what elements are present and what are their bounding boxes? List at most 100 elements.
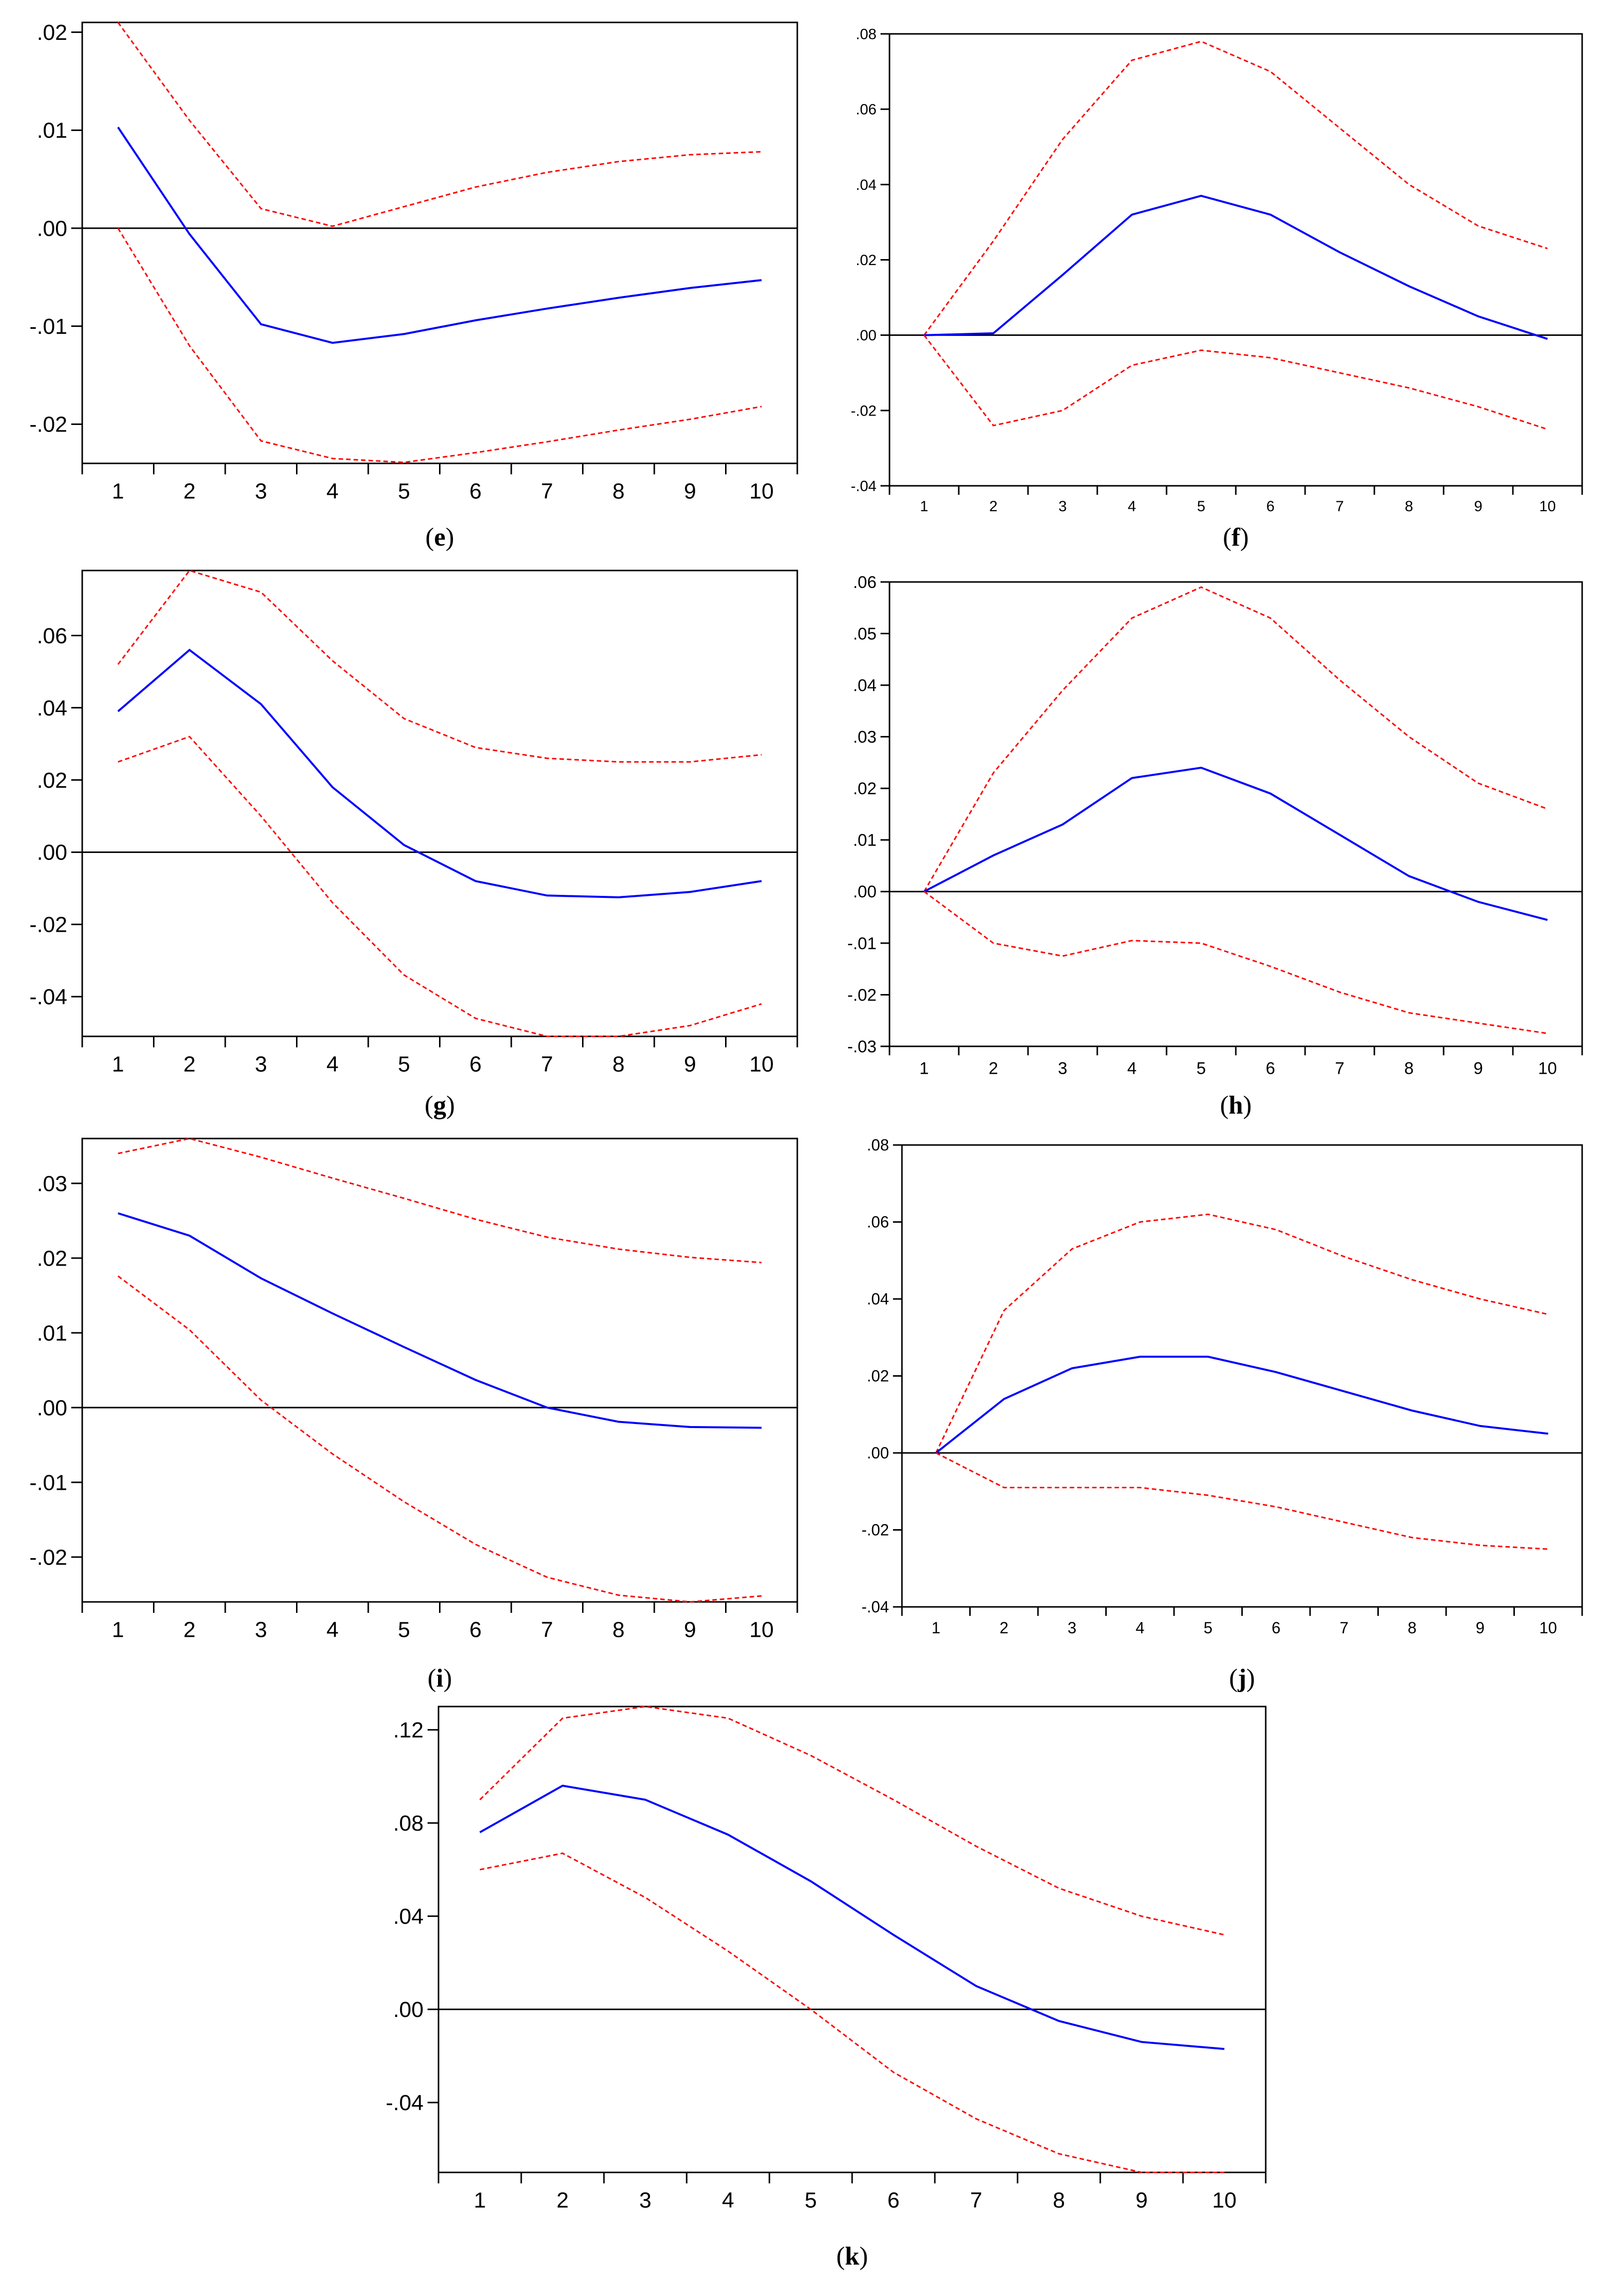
series-line-lower — [923, 334, 1548, 430]
panel-label: (f) — [1223, 523, 1249, 552]
x-tick-label: 1 — [919, 1059, 929, 1078]
y-tick-label: .00 — [856, 327, 877, 344]
x-tick-label: 4 — [722, 2188, 734, 2212]
x-tick-label: 10 — [1539, 1619, 1557, 1637]
y-tick-label: .02 — [37, 768, 67, 793]
x-tick-label: 8 — [612, 1617, 624, 1642]
x-tick-label: 7 — [970, 2188, 982, 2212]
panel-label: (j) — [1229, 1664, 1255, 1693]
y-tick-label: .04 — [393, 1904, 424, 1929]
x-tick-label: 1 — [931, 1619, 940, 1637]
x-tick-label: 3 — [255, 1052, 267, 1076]
series-line-lower — [479, 1852, 1224, 2173]
panel-label: (h) — [1220, 1091, 1252, 1120]
panel-label: (i) — [428, 1664, 452, 1693]
y-tick-label: -.04 — [851, 478, 877, 495]
x-tick-label: 4 — [1128, 498, 1136, 515]
y-tick-label: .00 — [853, 882, 877, 901]
y-tick-label: .04 — [856, 177, 877, 193]
y-tick-label: .00 — [37, 1396, 67, 1420]
x-tick-label: 6 — [1272, 1619, 1281, 1637]
x-tick-label: 2 — [1000, 1619, 1009, 1637]
series-line-response — [935, 1355, 1549, 1454]
x-tick-label: 1 — [920, 498, 928, 515]
y-tick-label: -.01 — [29, 314, 67, 339]
x-tick-label: 7 — [1335, 1059, 1344, 1078]
x-tick-label: 3 — [255, 1617, 267, 1642]
x-tick-label: 5 — [398, 1052, 410, 1076]
x-tick-label: 4 — [1136, 1619, 1145, 1637]
x-tick-label: 2 — [183, 1617, 195, 1642]
x-tick-label: 2 — [557, 2188, 569, 2212]
x-tick-label: 7 — [541, 1617, 553, 1642]
x-tick-label: 7 — [1335, 498, 1344, 515]
x-tick-label: 9 — [1474, 498, 1482, 515]
y-tick-label: .01 — [37, 1321, 67, 1345]
x-tick-label: 10 — [1538, 1059, 1557, 1078]
y-tick-label: .02 — [867, 1367, 889, 1385]
x-tick-label: 3 — [1058, 1059, 1067, 1078]
x-tick-label: 4 — [1127, 1059, 1137, 1078]
x-tick-label: 9 — [1476, 1619, 1484, 1637]
x-tick-label: 10 — [749, 1052, 774, 1076]
x-tick-label: 4 — [326, 1052, 338, 1076]
y-tick-label: -.04 — [386, 2091, 424, 2115]
y-tick-label: .02 — [856, 252, 877, 269]
y-tick-label: .01 — [853, 831, 877, 850]
y-tick-label: -.02 — [862, 1521, 889, 1539]
y-tick-label: .02 — [37, 1246, 67, 1271]
series-line-upper — [923, 586, 1548, 892]
y-tick-label: -.02 — [29, 413, 67, 437]
x-tick-label: 2 — [183, 479, 195, 503]
x-tick-label: 5 — [1203, 1619, 1212, 1637]
y-tick-label: .08 — [867, 1136, 889, 1154]
series-line-response — [479, 1784, 1225, 2050]
x-tick-label: 4 — [326, 1617, 338, 1642]
x-tick-label: 9 — [1136, 2188, 1148, 2212]
series-line-upper — [479, 1706, 1225, 1936]
panel-label: (g) — [425, 1091, 455, 1120]
x-tick-label: 9 — [684, 479, 696, 503]
x-tick-label: 6 — [469, 1617, 481, 1642]
x-tick-label: 6 — [469, 479, 481, 503]
series-line-upper — [923, 40, 1548, 336]
series-line-response — [117, 127, 762, 344]
x-tick-label: 3 — [639, 2188, 651, 2212]
y-tick-label: .03 — [37, 1171, 67, 1196]
y-tick-label: -.01 — [29, 1470, 67, 1495]
series-line-upper — [117, 22, 762, 227]
y-tick-label: .06 — [853, 573, 877, 592]
x-tick-label: 2 — [989, 1059, 998, 1078]
y-tick-label: -.04 — [862, 1598, 889, 1616]
x-tick-label: 9 — [684, 1617, 696, 1642]
y-tick-label: .05 — [853, 624, 877, 643]
series-line-lower — [923, 891, 1548, 1034]
y-tick-label: -.03 — [847, 1037, 877, 1056]
y-tick-label: -.02 — [29, 913, 67, 937]
x-tick-label: 4 — [326, 479, 338, 503]
y-tick-label: .04 — [867, 1290, 889, 1308]
x-tick-label: 2 — [183, 1052, 195, 1076]
y-tick-label: .06 — [856, 102, 877, 118]
y-tick-label: .02 — [37, 20, 67, 45]
x-tick-label: 8 — [1404, 1059, 1414, 1078]
y-tick-label: -.02 — [29, 1545, 67, 1570]
series-line-upper — [935, 1213, 1549, 1453]
x-tick-label: 5 — [1197, 498, 1205, 515]
x-tick-label: 1 — [112, 1617, 124, 1642]
chart-panel-k: .12 .08 .04 .00 -.04 1 2 3 4 5 6 7 8 9 10 (k) — [386, 1706, 1267, 2271]
x-tick-label: 6 — [887, 2188, 899, 2212]
x-tick-label: 9 — [684, 1052, 696, 1076]
y-tick-label: .02 — [853, 779, 877, 798]
y-tick-label: .03 — [853, 728, 877, 747]
y-tick-label: .08 — [393, 1811, 424, 1836]
y-tick-label: .01 — [37, 119, 67, 143]
series-line-lower — [117, 228, 762, 463]
x-tick-label: 5 — [805, 2188, 817, 2212]
x-tick-label: 3 — [1058, 498, 1067, 515]
x-tick-label: 10 — [1539, 498, 1556, 515]
series-line-response — [117, 648, 762, 898]
y-tick-label: -.02 — [851, 403, 877, 419]
x-tick-label: 6 — [1266, 498, 1275, 515]
